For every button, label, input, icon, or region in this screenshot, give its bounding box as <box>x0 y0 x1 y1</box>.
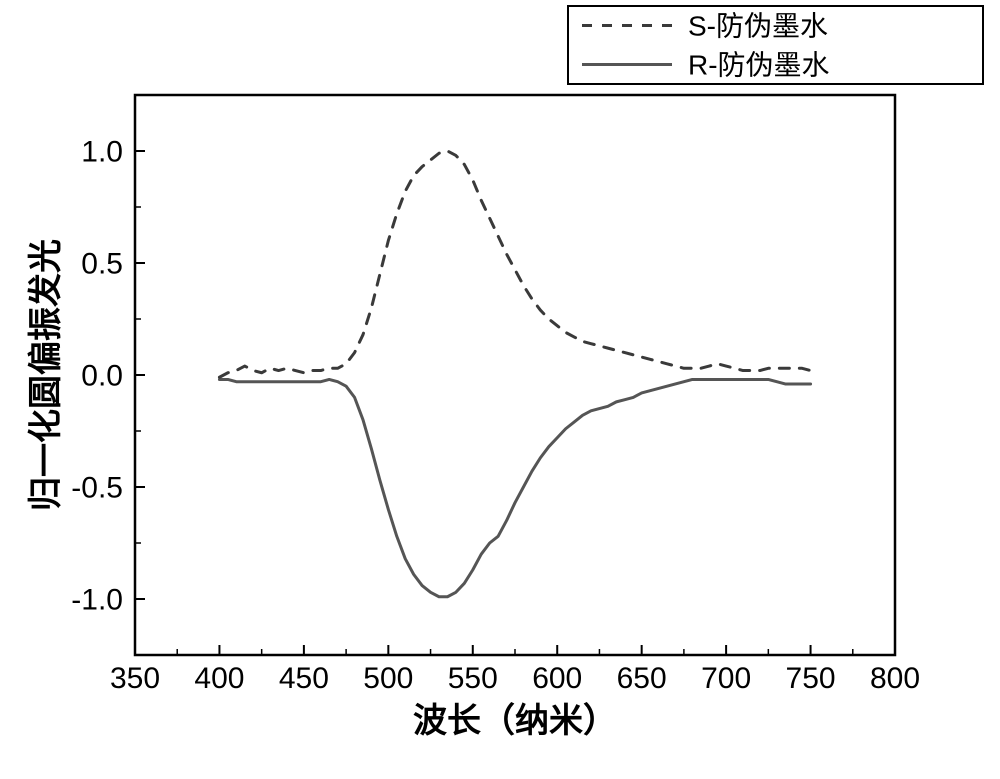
x-tick-label: 650 <box>617 662 667 695</box>
x-tick-label: 750 <box>786 662 836 695</box>
x-tick-label: 550 <box>448 662 498 695</box>
x-tick-label: 700 <box>701 662 751 695</box>
y-axis-label: 归一化圆偏振发光 <box>27 239 65 511</box>
y-tick-label: 1.0 <box>81 136 123 169</box>
x-tick-label: 600 <box>532 662 582 695</box>
y-tick-label: 0.0 <box>81 360 123 393</box>
x-tick-label: 500 <box>363 662 413 695</box>
x-tick-label: 400 <box>194 662 244 695</box>
legend: S-防伪墨水 R-防伪墨水 <box>568 6 983 84</box>
x-tick-label: 450 <box>279 662 329 695</box>
chart-container: 350 400 450 500 550 600 650 700 750 800 -1.0 -0.5 0.… <box>0 0 1000 779</box>
legend-label: S-防伪墨水 <box>688 10 828 41</box>
legend-label: R-防伪墨水 <box>688 49 830 80</box>
chart-svg: 350 400 450 500 550 600 650 700 750 800 -1.0 -0.5 0.… <box>0 0 1000 779</box>
y-tick-label: -1.0 <box>71 584 123 617</box>
x-axis-label: 波长（纳米） <box>413 701 617 740</box>
y-tick-label: 0.5 <box>81 248 123 281</box>
x-tick-label: 350 <box>110 662 160 695</box>
x-tick-label: 800 <box>870 662 920 695</box>
y-tick-label: -0.5 <box>71 472 123 505</box>
